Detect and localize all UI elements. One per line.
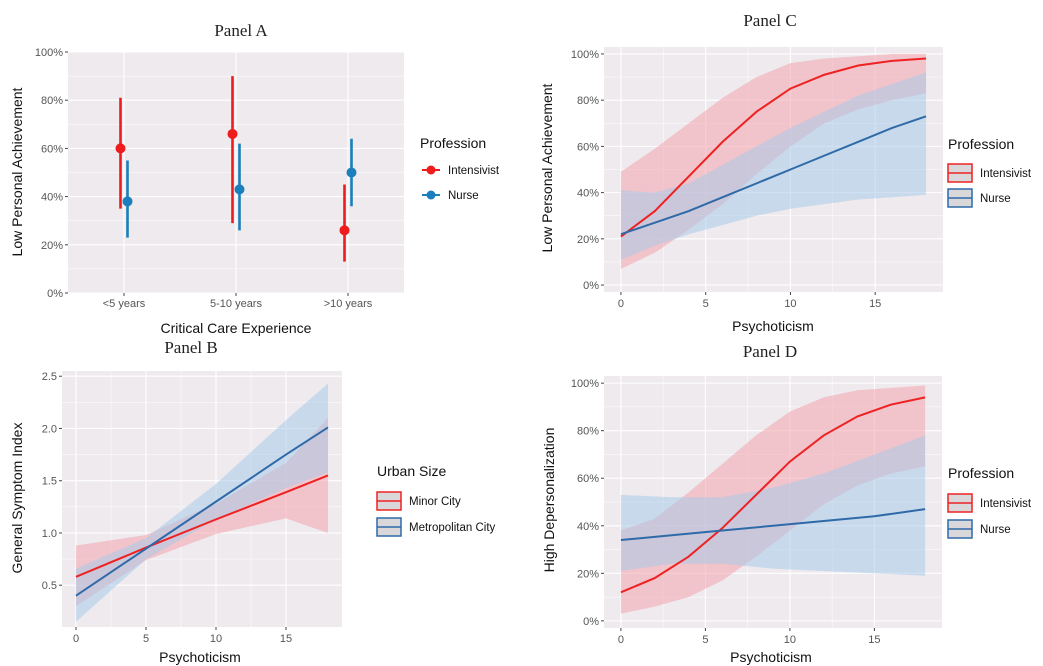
x-tick-label: 10: [784, 634, 796, 646]
data-point: [115, 143, 126, 154]
x-tick-label: 15: [280, 633, 292, 645]
legend: Profession Intensivist Nurse: [947, 136, 1032, 208]
y-tick-label: 60%: [41, 143, 63, 155]
x-tick-label: <5 years: [103, 298, 146, 310]
series-nurse: [122, 138, 357, 238]
y-tick-label: 40%: [41, 192, 63, 204]
x-tick-label: 15: [869, 298, 881, 310]
legend-label: Nurse: [980, 193, 1011, 205]
x-tick-label: 5: [703, 298, 709, 310]
y-axis-title: High Depersonalization: [541, 428, 557, 573]
y-axis-title: Low Personal Achievement: [539, 83, 555, 252]
data-point: [122, 196, 133, 207]
y-tick-label: 80%: [41, 95, 63, 107]
x-axis-title: Psychoticism: [730, 649, 812, 665]
data-point: [227, 128, 238, 139]
data-point: [346, 167, 357, 178]
y-tick-label: 100%: [571, 378, 599, 390]
legend-label: Intensivist: [448, 165, 500, 177]
y-tick-label: 40%: [577, 188, 599, 200]
legend-title: Profession: [420, 135, 486, 151]
data-point: [339, 225, 350, 236]
y-tick-label: 60%: [577, 473, 599, 485]
y-tick-label: 80%: [577, 95, 599, 107]
y-tick-label: 0%: [47, 288, 63, 300]
y-tick-label: 1.5: [42, 476, 57, 488]
y-tick-label: 0.5: [42, 580, 57, 592]
panel-c: 0% 20% 40% 60% 80% 100% 0 5 10 15 Panel C Psychotic…: [539, 11, 1032, 334]
series-intensivist: [115, 76, 350, 262]
confidence-band-nurse: [620, 72, 927, 260]
x-tick-label: 10: [210, 633, 222, 645]
confidence-band-nurse: [620, 435, 926, 576]
y-tick-label: 100%: [35, 47, 63, 59]
y-tick-label: 2.5: [42, 371, 57, 383]
y-tick-label: 20%: [577, 234, 599, 246]
y-axis-title: Low Personal Achievement: [9, 87, 25, 256]
x-tick-label: >10 years: [324, 298, 373, 310]
y-tick-label: 1.0: [42, 528, 57, 540]
x-tick-label: 5: [702, 634, 708, 646]
panel-title: Panel D: [743, 342, 797, 361]
confidence-band-metropolitan-city: [76, 383, 328, 622]
panel-title: Panel B: [164, 338, 217, 357]
legend-key-point: [426, 190, 436, 200]
legend-label: Metropolitan City: [409, 522, 496, 534]
x-axis-title: Psychoticism: [732, 318, 814, 334]
y-tick-label: 0%: [583, 616, 599, 628]
legend: Profession Intensivist Nurse: [420, 135, 500, 202]
y-tick-label: 20%: [41, 240, 63, 252]
legend-key-point: [426, 165, 436, 175]
y-tick-label: 80%: [577, 426, 599, 438]
panel-title: Panel A: [214, 21, 268, 40]
y-axis-title: General Symptom Index: [9, 423, 25, 574]
legend-title: Profession: [948, 136, 1014, 152]
x-tick-label: 15: [868, 634, 880, 646]
panel-a: 0% 20% 40% 60% 80% 100% <5 years 5-10 years >10 …: [9, 21, 500, 336]
panel-b: 0.5 1.0 1.5 2.0 2.5 0 5 10 15 Panel B Psychoticism…: [9, 338, 496, 665]
x-tick-label: 5-10 years: [210, 298, 262, 310]
y-tick-label: 20%: [577, 568, 599, 580]
panel-d: 0% 20% 40% 60% 80% 100% 0 5 10 15 Panel D Psychotic…: [541, 342, 1032, 665]
x-tick-label: 5: [143, 633, 149, 645]
y-tick-label: 100%: [571, 49, 599, 61]
series-line-minor-city: [75, 474, 329, 578]
y-tick-label: 0%: [583, 280, 599, 292]
y-tick-label: 60%: [577, 141, 599, 153]
series-line-intensivist: [620, 396, 926, 594]
legend: Profession Intensivist Nurse: [947, 465, 1032, 539]
y-tick-label: 40%: [577, 521, 599, 533]
legend-label: Nurse: [448, 190, 479, 202]
series-line-intensivist: [620, 57, 927, 238]
x-tick-label: 0: [618, 634, 624, 646]
legend-title: Urban Size: [377, 463, 446, 479]
y-tick-label: 2.0: [42, 423, 57, 435]
legend-label: Intensivist: [980, 498, 1032, 510]
x-axis-title: Critical Care Experience: [161, 320, 312, 336]
legend-label: Nurse: [980, 524, 1011, 536]
panel-title: Panel C: [743, 11, 796, 30]
legend: Urban Size Minor City Metropolitan City: [376, 463, 496, 537]
x-tick-label: 0: [618, 298, 624, 310]
legend-label: Intensivist: [980, 168, 1032, 180]
legend-title: Profession: [948, 465, 1014, 481]
legend-label: Minor City: [409, 496, 461, 508]
x-axis-title: Psychoticism: [159, 649, 241, 665]
x-tick-label: 0: [73, 633, 79, 645]
data-point: [234, 184, 245, 195]
series-line-nurse: [620, 508, 926, 542]
series-line-nurse: [620, 115, 927, 236]
series-line-metropolitan-city: [75, 426, 329, 597]
x-tick-label: 10: [784, 298, 796, 310]
